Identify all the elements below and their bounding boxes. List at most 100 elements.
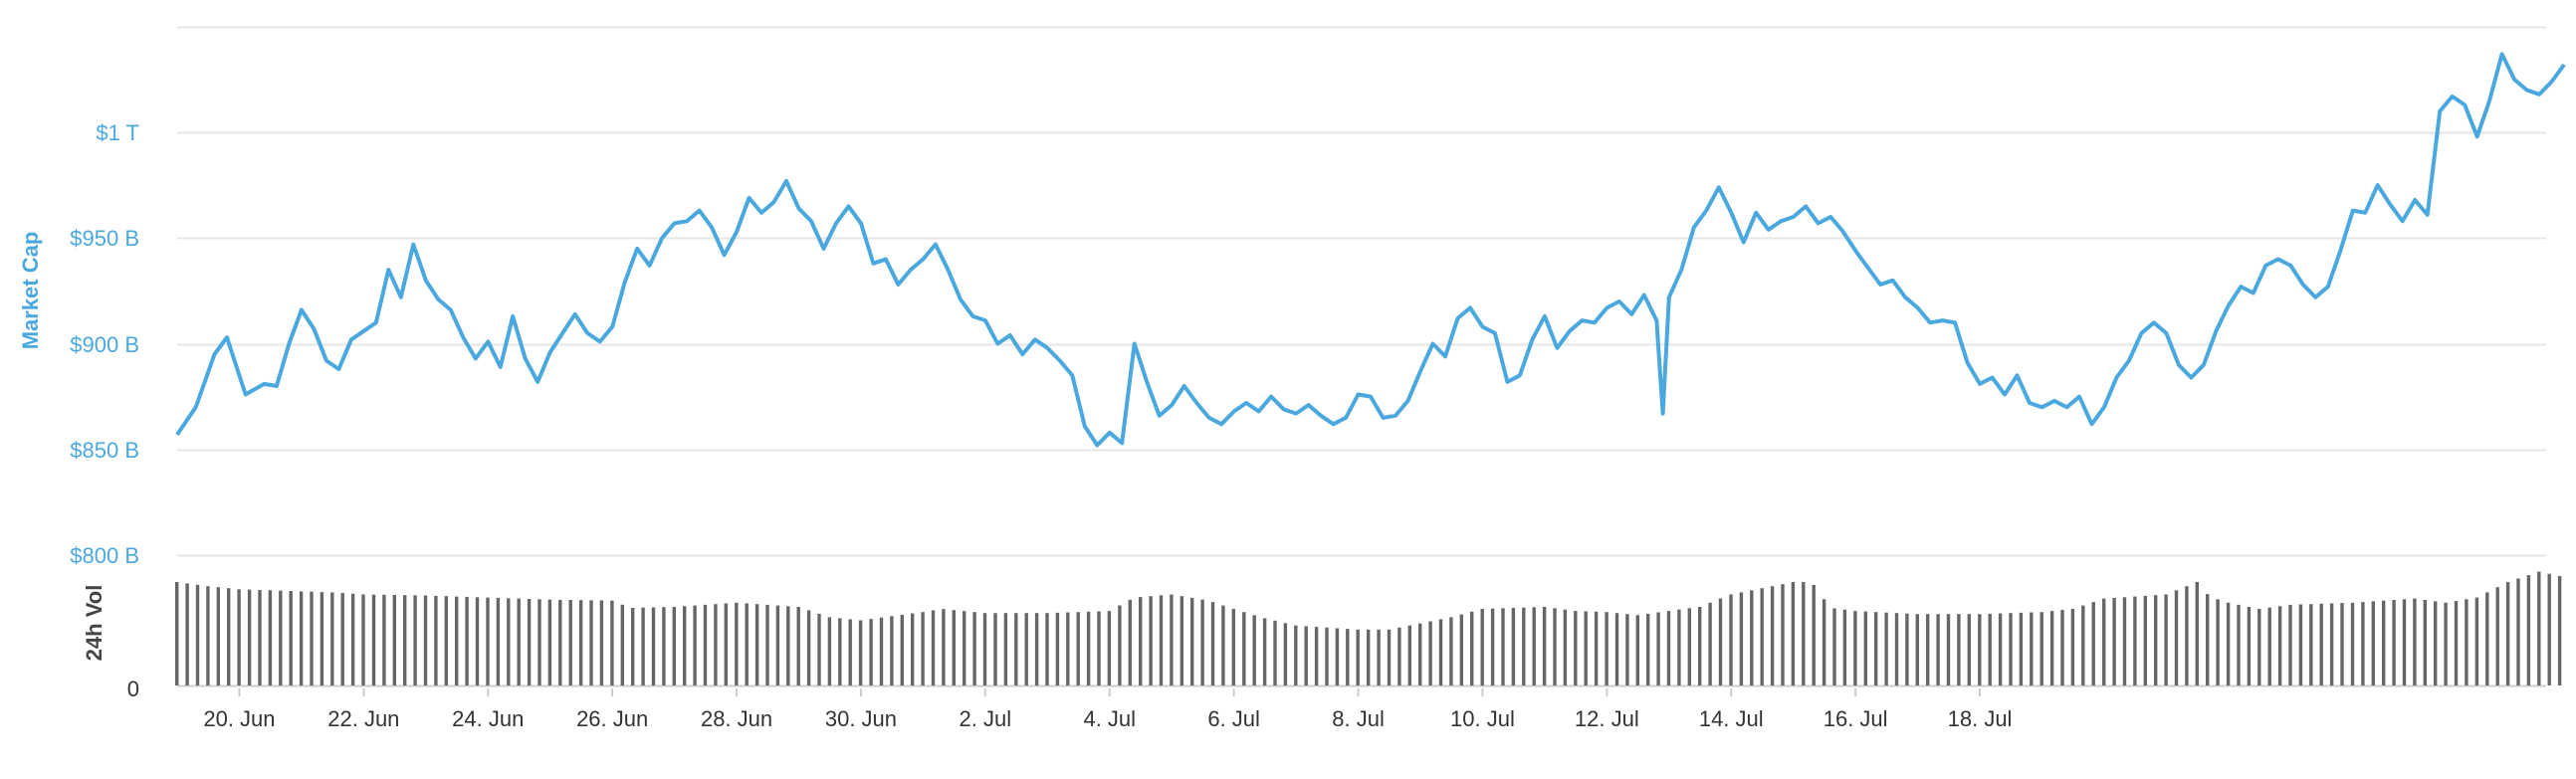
y-axis-ticks: $800 B $850 B $900 B $950 B $1 T: [70, 120, 139, 568]
volume-bars: [175, 571, 2562, 685]
volume-bar: [392, 595, 396, 685]
volume-bar: [662, 607, 666, 685]
volume-bar: [1594, 611, 1599, 685]
volume-bar: [1346, 629, 1350, 685]
volume-bar: [1677, 609, 1681, 685]
volume-axis-title: 24h Vol: [82, 585, 107, 662]
volume-bar: [2402, 599, 2407, 685]
volume-bar: [1076, 612, 1080, 685]
volume-bar: [735, 602, 739, 685]
volume-bar: [1802, 582, 1806, 685]
volume-bar: [247, 589, 252, 685]
volume-bar: [1563, 609, 1568, 685]
x-tick-label: 12. Jul: [1575, 706, 1639, 731]
volume-bar: [2288, 604, 2292, 685]
volume-bar: [1428, 621, 1432, 685]
volume-bar: [2257, 609, 2261, 685]
volume-bar: [2516, 578, 2520, 685]
volume-bar: [1781, 584, 1785, 685]
volume-bar: [2039, 612, 2043, 685]
volume-bar: [745, 603, 749, 685]
volume-bar: [2329, 603, 2334, 685]
volume-bar: [1532, 607, 1536, 685]
volume-bar: [1118, 605, 1122, 685]
volume-bar: [1407, 625, 1411, 685]
volume-bar: [537, 599, 541, 685]
volume-bar: [1294, 625, 1298, 685]
volume-bar: [1335, 628, 1340, 685]
volume-bar: [578, 600, 583, 685]
volume-bar: [1874, 612, 1878, 685]
volume-bar: [599, 600, 604, 685]
volume-bar: [195, 584, 200, 685]
volume-bar: [1170, 594, 1174, 685]
gridlines: [177, 26, 2546, 687]
volume-bar: [1470, 611, 1474, 685]
volume-bar: [1397, 627, 1401, 685]
volume-bar: [2247, 607, 2252, 685]
volume-bar: [2277, 606, 2282, 685]
volume-bar: [1584, 611, 1588, 685]
volume-bar: [1200, 599, 1204, 685]
volume-bar: [1107, 611, 1112, 685]
volume-bar: [1086, 611, 1091, 685]
volume-bar: [610, 600, 614, 685]
volume-bar: [1231, 609, 1235, 685]
volume-bar: [423, 595, 428, 685]
volume-bar: [1915, 614, 1919, 685]
volume-bar: [2434, 601, 2438, 685]
volume-bar: [1128, 599, 1132, 685]
volume-bar: [310, 591, 314, 685]
volume-bar: [1221, 605, 1225, 685]
x-tick-label: 16. Jul: [1824, 706, 1888, 731]
x-axis-ticks: 20. Jun 22. Jun 24. Jun 26. Jun 28. Jun 30. J…: [203, 688, 2012, 731]
volume-bar: [2174, 590, 2179, 685]
x-tick-label: 14. Jul: [1699, 706, 1764, 731]
volume-bar: [558, 599, 562, 685]
volume-bar: [641, 607, 645, 685]
volume-bar: [175, 582, 179, 685]
volume-bar: [227, 588, 231, 685]
x-tick-label: 20. Jun: [203, 706, 275, 731]
volume-bar: [1574, 611, 1578, 685]
volume-bar: [258, 590, 262, 685]
volume-bar: [340, 593, 344, 685]
volume-bar: [1055, 612, 1060, 685]
volume-bar: [1180, 596, 1183, 685]
volume-bar: [1842, 609, 1847, 685]
volume-bar: [1511, 608, 1516, 685]
volume-bar: [817, 613, 821, 685]
y-tick-label: $1 T: [96, 120, 139, 145]
volume-bar: [237, 589, 241, 685]
volume-bar: [1149, 596, 1153, 685]
volume-bar: [2423, 600, 2427, 685]
volume-bar: [2164, 594, 2168, 685]
volume-bar: [1034, 613, 1039, 685]
volume-bar: [1252, 615, 1256, 685]
volume-bar: [1139, 597, 1143, 685]
volume-bar: [1325, 627, 1329, 685]
y-tick-label: $950 B: [70, 226, 139, 251]
volume-bar: [2309, 604, 2313, 685]
y-tick-label: $800 B: [70, 543, 139, 568]
volume-bar: [2185, 586, 2189, 685]
volume-bar: [786, 606, 790, 685]
volume-bar: [1656, 612, 1660, 685]
volume-bar: [1262, 618, 1267, 685]
volume-bar: [2195, 582, 2199, 685]
volume-bar: [765, 604, 769, 685]
volume-bar: [2060, 610, 2064, 685]
volume-bar: [1501, 608, 1505, 685]
volume-bar: [1635, 615, 1639, 685]
volume-bar: [1936, 614, 1940, 685]
volume-bar: [1210, 602, 1215, 685]
volume-bar: [921, 612, 925, 685]
volume-bar: [496, 597, 501, 685]
volume-bar: [796, 607, 800, 685]
volume-bar: [455, 596, 459, 685]
volume-bar: [1014, 613, 1018, 685]
volume-bar: [1822, 599, 1826, 685]
volume-bar: [1314, 627, 1319, 685]
